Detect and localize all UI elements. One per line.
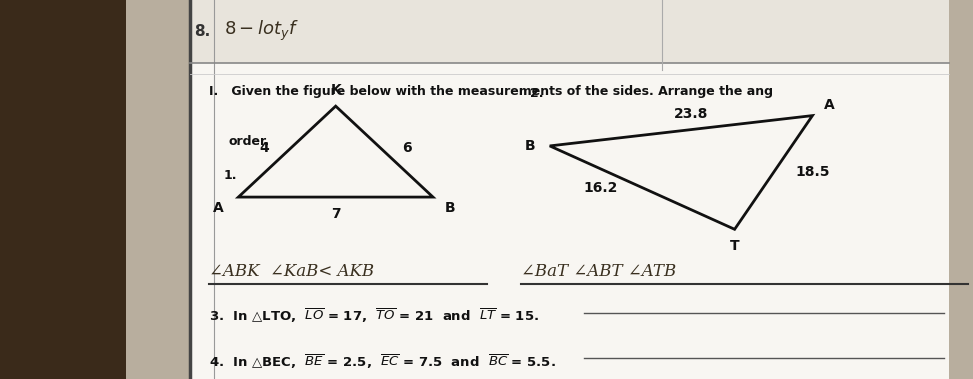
Text: 18.5: 18.5 [795, 166, 829, 179]
FancyBboxPatch shape [190, 0, 949, 379]
Text: ∠BaT ∠ABT ∠ATB: ∠BaT ∠ABT ∠ATB [521, 263, 676, 280]
Text: $8-lo\mathit{t_{y}f}$: $8-lo\mathit{t_{y}f}$ [224, 19, 299, 43]
Text: B: B [524, 139, 535, 153]
Text: B: B [445, 201, 455, 215]
Text: 2.: 2. [530, 87, 544, 100]
Text: 23.8: 23.8 [673, 107, 708, 121]
Text: A: A [213, 201, 224, 215]
Text: 8.: 8. [195, 24, 211, 39]
Text: 3.  In △LTO,  $\overline{LO}$ = 17,  $\overline{TO}$ = 21  and  $\overline{LT}$ : 3. In △LTO, $\overline{LO}$ = 17, $\over… [209, 307, 539, 325]
Text: 4.  In △BEC,  $\overline{BE}$ = 2.5,  $\overline{EC}$ = 7.5  and  $\overline{BC}: 4. In △BEC, $\overline{BE}$ = 2.5, $\ove… [209, 352, 557, 371]
FancyBboxPatch shape [126, 0, 973, 379]
Text: 4: 4 [260, 141, 270, 155]
Text: 1.: 1. [224, 169, 237, 182]
Text: 6: 6 [402, 141, 412, 155]
Text: ∠ABK  ∠KaB< AKB: ∠ABK ∠KaB< AKB [209, 263, 375, 280]
Text: T: T [730, 239, 739, 253]
Text: 16.2: 16.2 [584, 181, 618, 194]
FancyBboxPatch shape [190, 0, 949, 63]
Text: order.: order. [229, 135, 270, 147]
Text: K: K [330, 83, 342, 97]
Text: I.   Given the figure below with the measurements of the sides. Arrange the ang: I. Given the figure below with the measu… [209, 85, 774, 98]
Text: A: A [824, 98, 835, 112]
Text: 7: 7 [331, 207, 341, 221]
